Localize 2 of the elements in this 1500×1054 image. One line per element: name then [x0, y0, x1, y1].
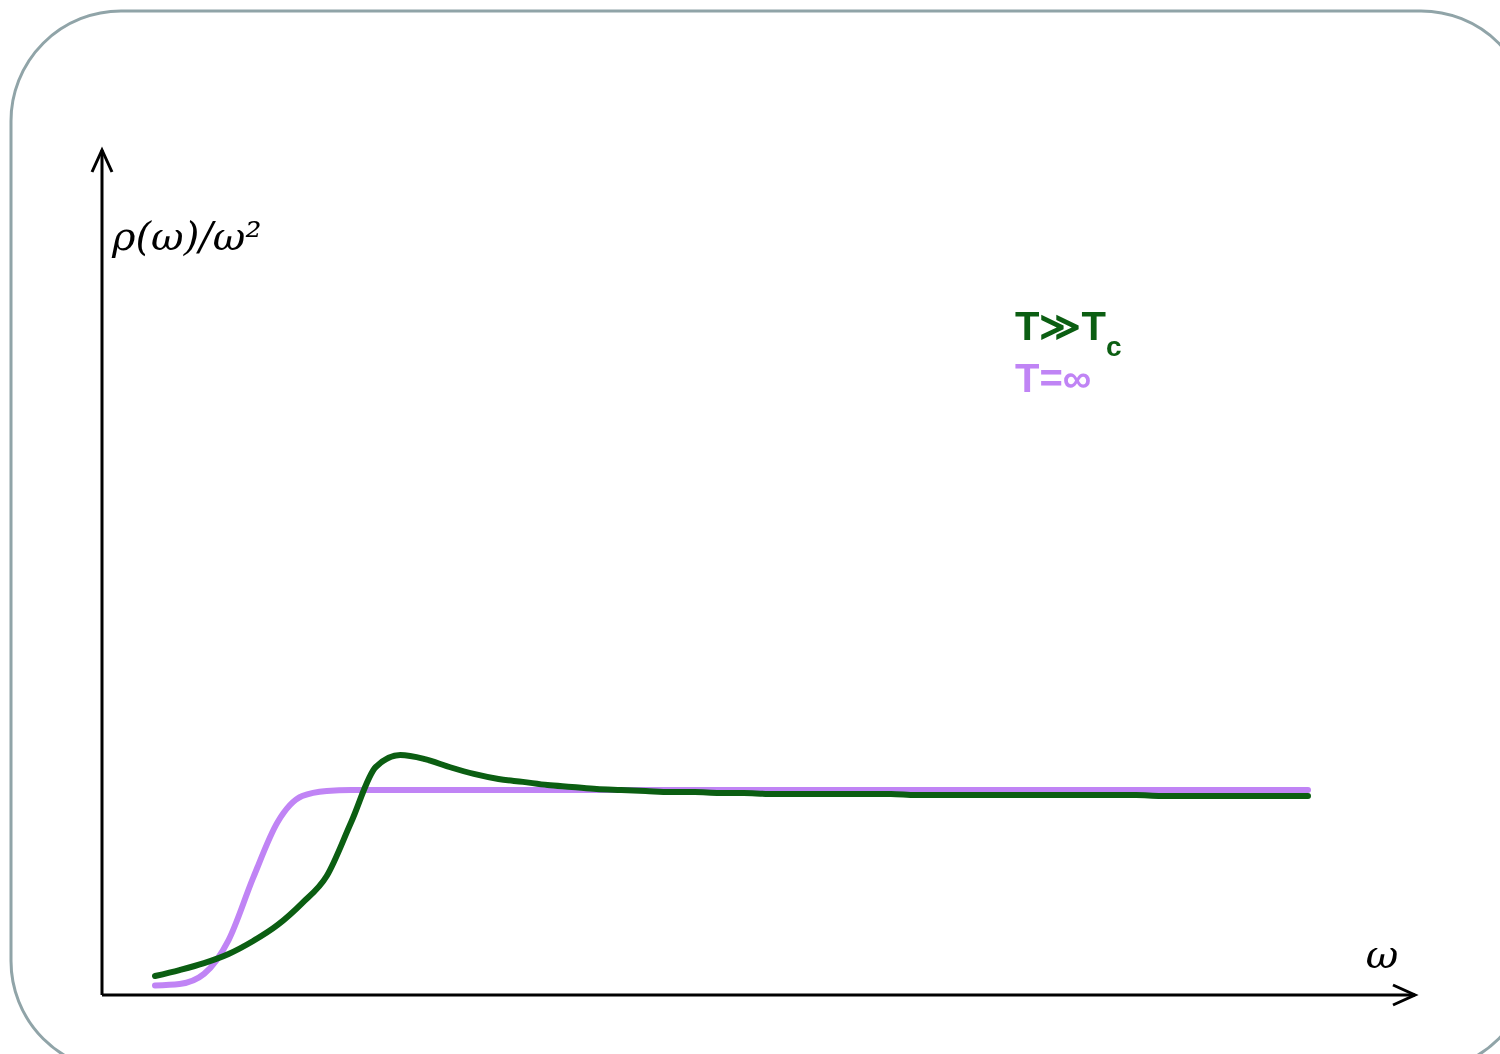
x-axis-title: ω: [1365, 931, 1399, 977]
text: ρ(ω)/ω²: [111, 213, 262, 259]
